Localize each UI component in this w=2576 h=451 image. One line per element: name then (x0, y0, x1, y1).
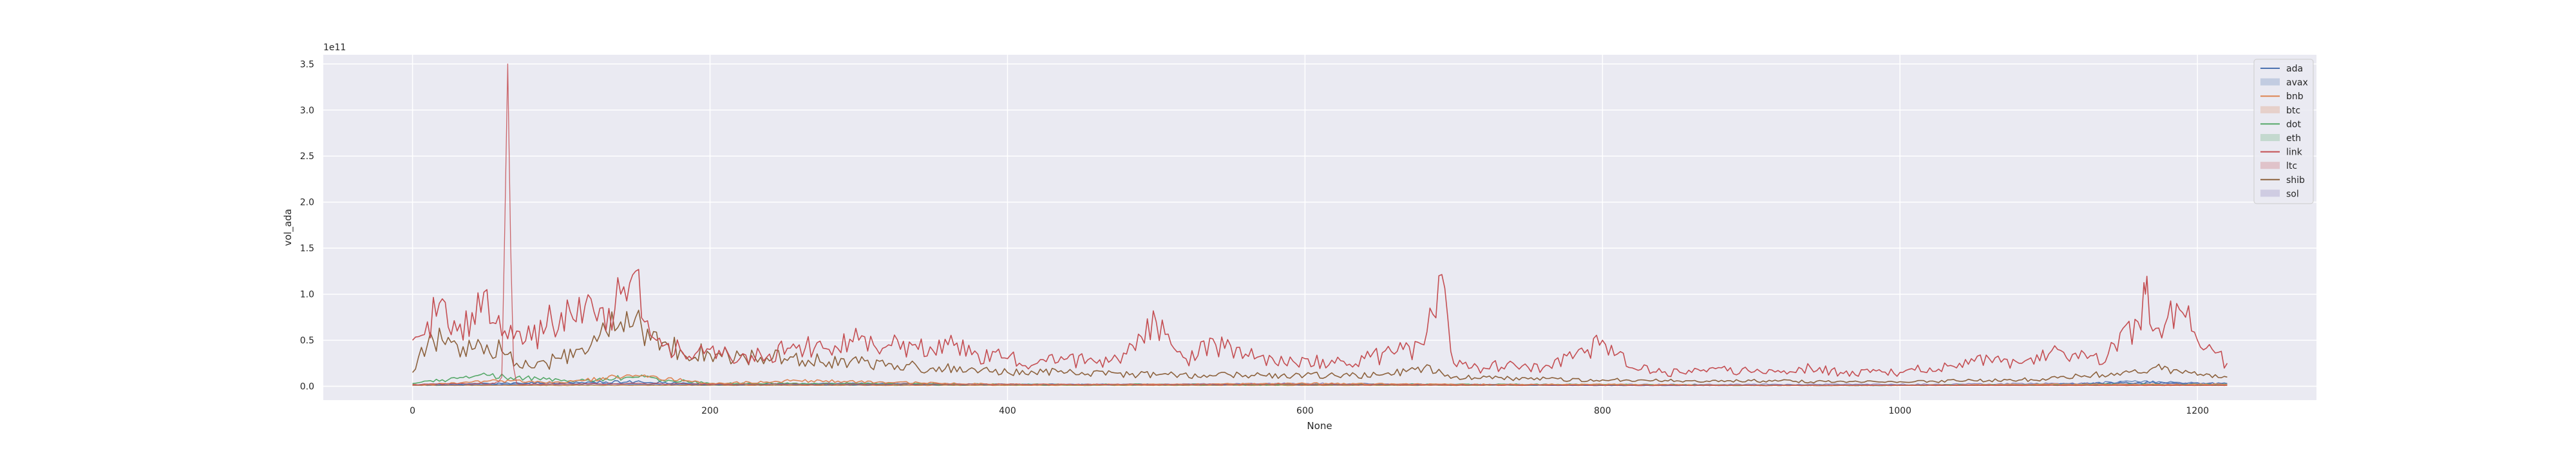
series-line-link (412, 269, 2228, 378)
y-tick-label: 2.0 (300, 198, 314, 208)
legend-label-btc: btc (2286, 106, 2300, 116)
y-tick-label: 0.5 (300, 336, 314, 346)
x-axis-label: None (1307, 420, 1332, 432)
y-tick-label: 2.5 (300, 151, 314, 162)
legend-label-dot: dot (2286, 119, 2301, 130)
x-tick-label: 1000 (1888, 406, 1911, 416)
series-line-ltc (412, 63, 2228, 387)
legend-label-bnb: bnb (2286, 91, 2304, 102)
y-tick-label: 1.5 (300, 244, 314, 254)
y-tick-label: 1.0 (300, 290, 314, 300)
x-tick-label: 200 (701, 406, 719, 416)
y-offset-label: 1e11 (323, 43, 346, 53)
legend-handle-sol (2260, 189, 2280, 197)
series-line-shib (412, 309, 2228, 384)
x-tick-label: 1200 (2186, 406, 2209, 416)
legend-handle-avax (2260, 78, 2280, 86)
legend: ada avax bnb btc dot eth link ltc shib sol (2253, 59, 2314, 204)
x-tick-label: 600 (1296, 406, 1314, 416)
legend-box (2253, 59, 2314, 204)
series-lines (412, 63, 2228, 387)
y-tick-label: 3.5 (300, 59, 314, 70)
x-tick-label: 400 (999, 406, 1016, 416)
legend-label-eth: eth (2286, 133, 2301, 144)
legend-handle-ltc (2260, 162, 2280, 169)
legend-label-shib: shib (2286, 175, 2305, 186)
legend-handle-eth (2260, 134, 2280, 141)
legend-label-sol: sol (2286, 189, 2299, 199)
plot-background (323, 55, 2316, 400)
x-tick-label: 800 (1594, 406, 1611, 416)
grid-lines (323, 55, 2316, 400)
tick-labels: 0 200 400 600 800 1000 1200 0.0 0.5 1.0 1.5 2.0 2.5 3… (300, 59, 2209, 416)
legend-handle-btc (2260, 106, 2280, 113)
legend-label-avax: avax (2286, 78, 2308, 88)
y-tick-label: 0.0 (300, 382, 314, 392)
y-tick-label: 3.0 (300, 106, 314, 116)
x-tick-label: 0 (410, 406, 415, 416)
legend-label-ada: ada (2286, 64, 2303, 74)
y-axis-label: vol_ada (282, 209, 294, 246)
legend-label-link: link (2286, 148, 2303, 158)
legend-label-ltc: ltc (2286, 161, 2297, 171)
